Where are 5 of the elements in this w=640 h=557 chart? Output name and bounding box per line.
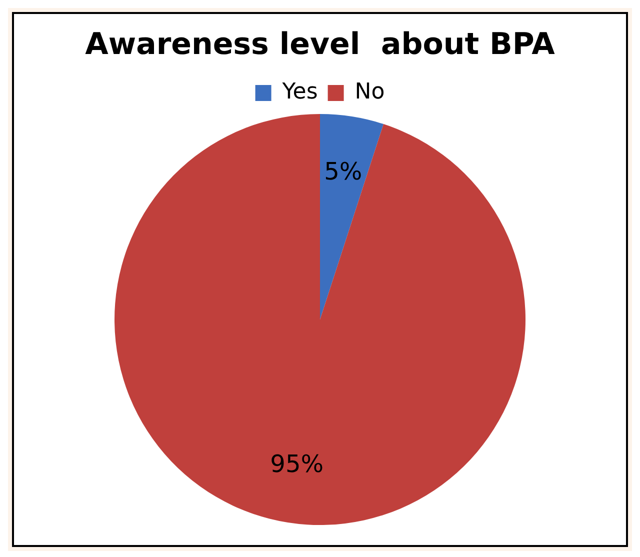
data-label: 5% — [324, 158, 362, 186]
data-label: 95% — [270, 450, 324, 478]
legend-label: No — [354, 80, 385, 105]
chart-title: Awareness level about BPA — [85, 26, 556, 62]
legend-label: Yes — [281, 80, 318, 105]
